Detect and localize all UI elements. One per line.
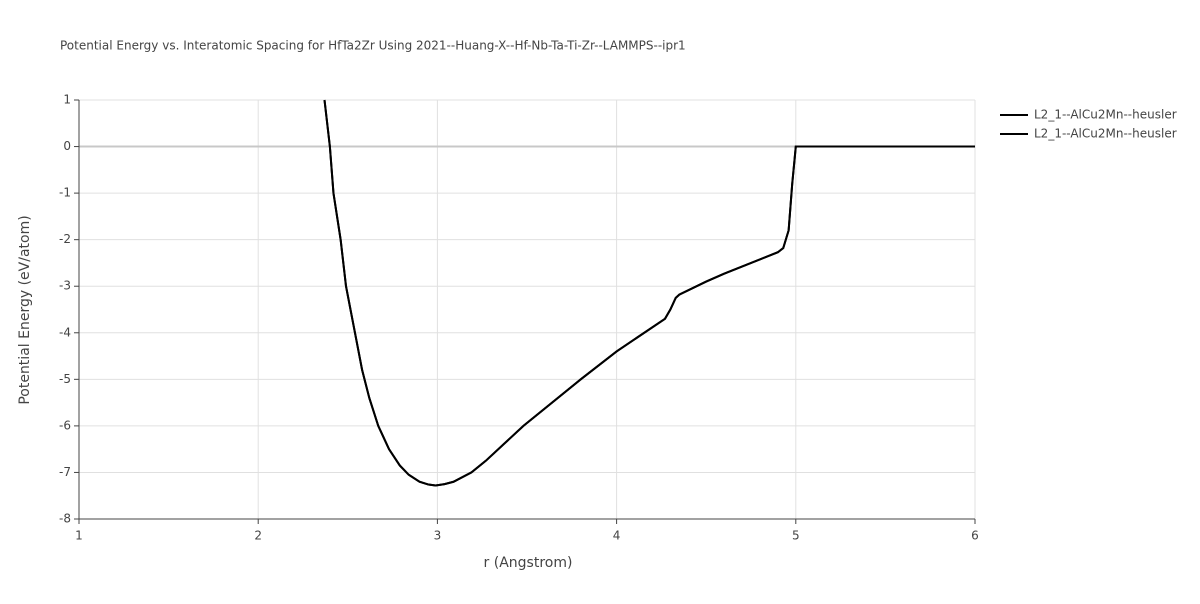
legend-label: L2_1--AlCu2Mn--heusler — [1034, 108, 1177, 122]
y-tick-label: -6 — [59, 418, 71, 432]
y-tick-label: -7 — [59, 465, 71, 479]
y-tick-label: 1 — [63, 93, 71, 107]
x-tick-label: 2 — [254, 529, 262, 543]
series-line — [323, 99, 975, 487]
y-tick-label: -4 — [59, 325, 71, 339]
y-tick-label: -2 — [59, 232, 71, 246]
y-axis-label: Potential Energy (eV/atom) — [17, 215, 33, 404]
y-tick-label: -5 — [59, 372, 71, 386]
legend-label: L2_1--AlCu2Mn--heusler — [1034, 127, 1177, 141]
y-tick-label: -3 — [59, 279, 71, 293]
x-tick-label: 5 — [792, 529, 800, 543]
x-axis-label: r (Angstrom) — [484, 555, 573, 571]
chart-title: Potential Energy vs. Interatomic Spacing… — [60, 39, 686, 53]
x-tick-label: 4 — [613, 529, 621, 543]
x-tick-label: 6 — [971, 529, 979, 543]
x-tick-label: 3 — [434, 529, 442, 543]
x-tick-label: 1 — [75, 529, 83, 543]
y-tick-label: 0 — [63, 139, 71, 153]
series-line — [323, 99, 975, 487]
y-tick-label: -8 — [59, 512, 71, 526]
y-tick-label: -1 — [59, 186, 71, 200]
